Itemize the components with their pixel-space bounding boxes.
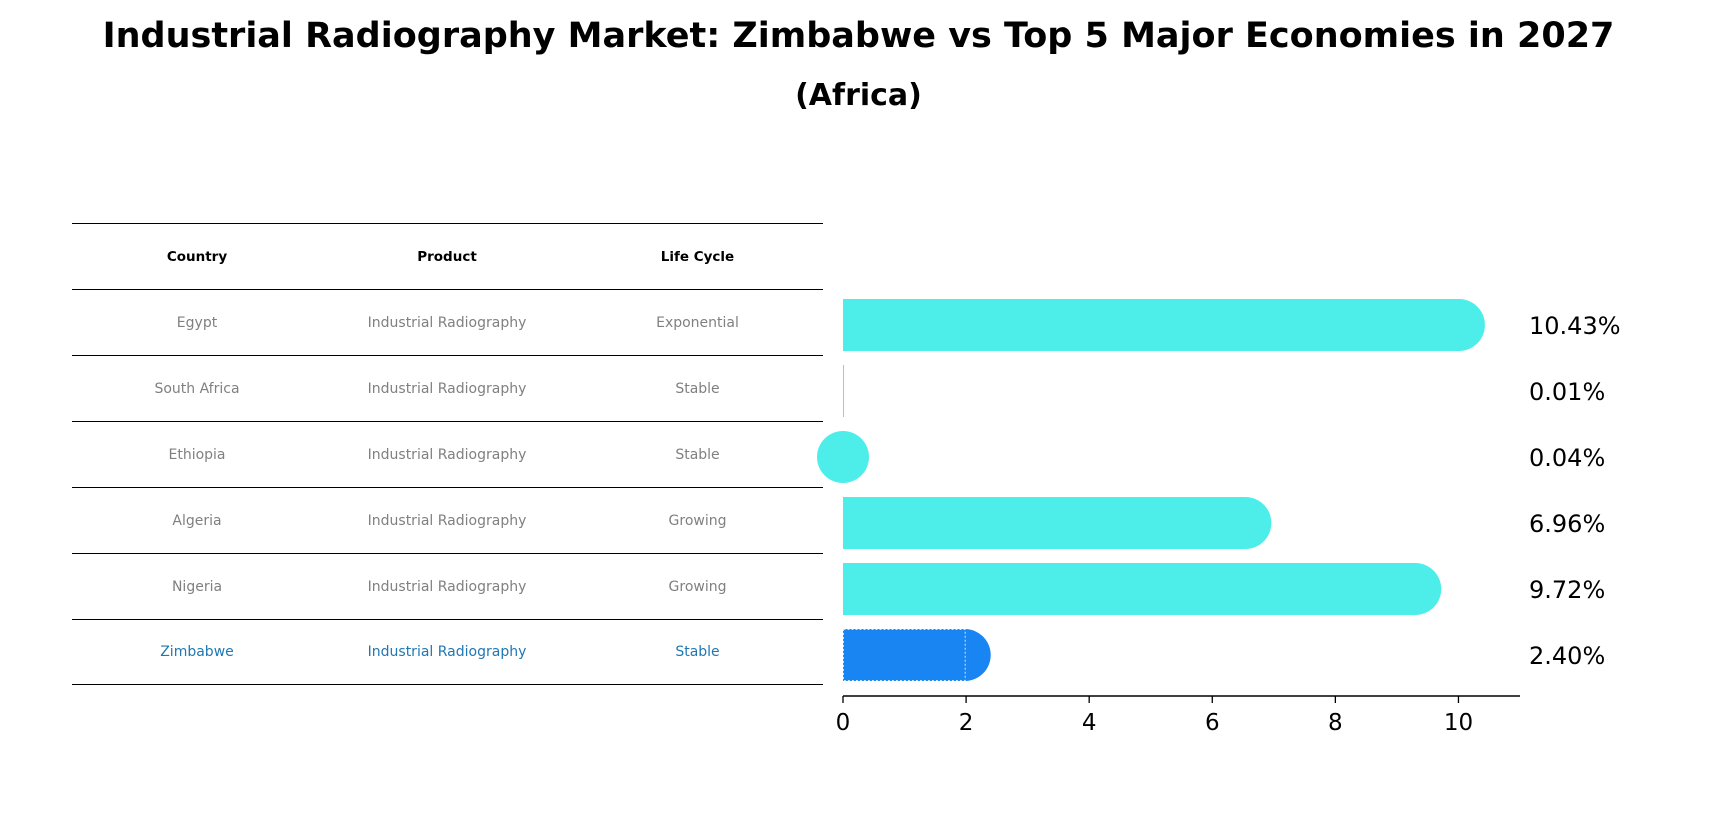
- header-country: Country: [166, 248, 228, 265]
- cell-life-cycle: Growing: [668, 578, 727, 595]
- cell-product: Industrial Radiography: [367, 644, 527, 660]
- cell-product: Industrial Radiography: [367, 314, 527, 331]
- chart-title: Industrial Radiography Market: Zimbabwe …: [102, 16, 1615, 56]
- table-row: South Africa Industrial Radiography Stab…: [72, 355, 823, 421]
- cell-country: Ethiopia: [168, 446, 226, 463]
- chart-subtitle: (Africa): [795, 78, 922, 113]
- table-row: Egypt Industrial Radiography Exponential: [72, 289, 823, 355]
- bar-outline-zimbabwe: [843, 629, 966, 681]
- bar-nigeria: [843, 563, 1416, 615]
- x-tick-label: 10: [1444, 710, 1473, 736]
- bar-egypt: [843, 299, 1460, 351]
- cell-product: Industrial Radiography: [367, 446, 527, 463]
- cell-product: Industrial Radiography: [367, 578, 527, 595]
- table-row: Algeria Industrial Radiography Growing: [72, 487, 823, 553]
- bar-cap-ethiopia: [817, 431, 869, 483]
- value-label-south-africa: 0.01%: [1529, 378, 1605, 406]
- cell-life-cycle: Stable: [675, 446, 720, 463]
- cell-product: Industrial Radiography: [367, 512, 527, 529]
- table-row: Nigeria Industrial Radiography Growing: [72, 553, 823, 619]
- cell-country: Algeria: [172, 512, 222, 529]
- cell-life-cycle: Stable: [675, 644, 720, 660]
- x-tick-label: 0: [836, 710, 851, 736]
- value-label-nigeria: 9.72%: [1529, 576, 1605, 604]
- bar-cap-egypt: [1432, 299, 1485, 351]
- bar-south-africa: [843, 365, 844, 417]
- cell-life-cycle: Growing: [668, 512, 727, 529]
- x-tick-label: 6: [1205, 710, 1220, 736]
- bar-cap-algeria: [1219, 497, 1272, 549]
- cell-country: Nigeria: [171, 578, 223, 595]
- cell-country: South Africa: [154, 380, 240, 397]
- cell-product: Industrial Radiography: [367, 380, 527, 397]
- cell-country: Egypt: [176, 314, 218, 331]
- bar-cap-zimbabwe: [938, 629, 991, 681]
- header-life-cycle: Life Cycle: [660, 248, 735, 265]
- value-label-algeria: 6.96%: [1529, 510, 1605, 538]
- cell-life-cycle: Stable: [675, 380, 720, 397]
- cell-country: Zimbabwe: [160, 644, 234, 660]
- table-row: Ethiopia Industrial Radiography Stable: [72, 421, 823, 487]
- header-product: Product: [417, 248, 477, 265]
- x-tick-label: 4: [1082, 710, 1097, 736]
- value-label-ethiopia: 0.04%: [1529, 444, 1605, 472]
- cell-life-cycle: Exponential: [656, 314, 739, 331]
- x-tick-label: 8: [1328, 710, 1343, 736]
- bar-cap-nigeria: [1389, 563, 1442, 615]
- bar-algeria: [843, 497, 1246, 549]
- data-table: Country Product Life Cycle Egypt Industr…: [72, 223, 823, 685]
- value-label-egypt: 10.43%: [1529, 312, 1621, 340]
- table-header-row: Country Product Life Cycle: [72, 223, 823, 289]
- x-tick-label: 2: [959, 710, 974, 736]
- value-label-zimbabwe: 2.40%: [1529, 642, 1605, 670]
- table-row-highlight: Zimbabwe Industrial Radiography Stable: [72, 619, 823, 685]
